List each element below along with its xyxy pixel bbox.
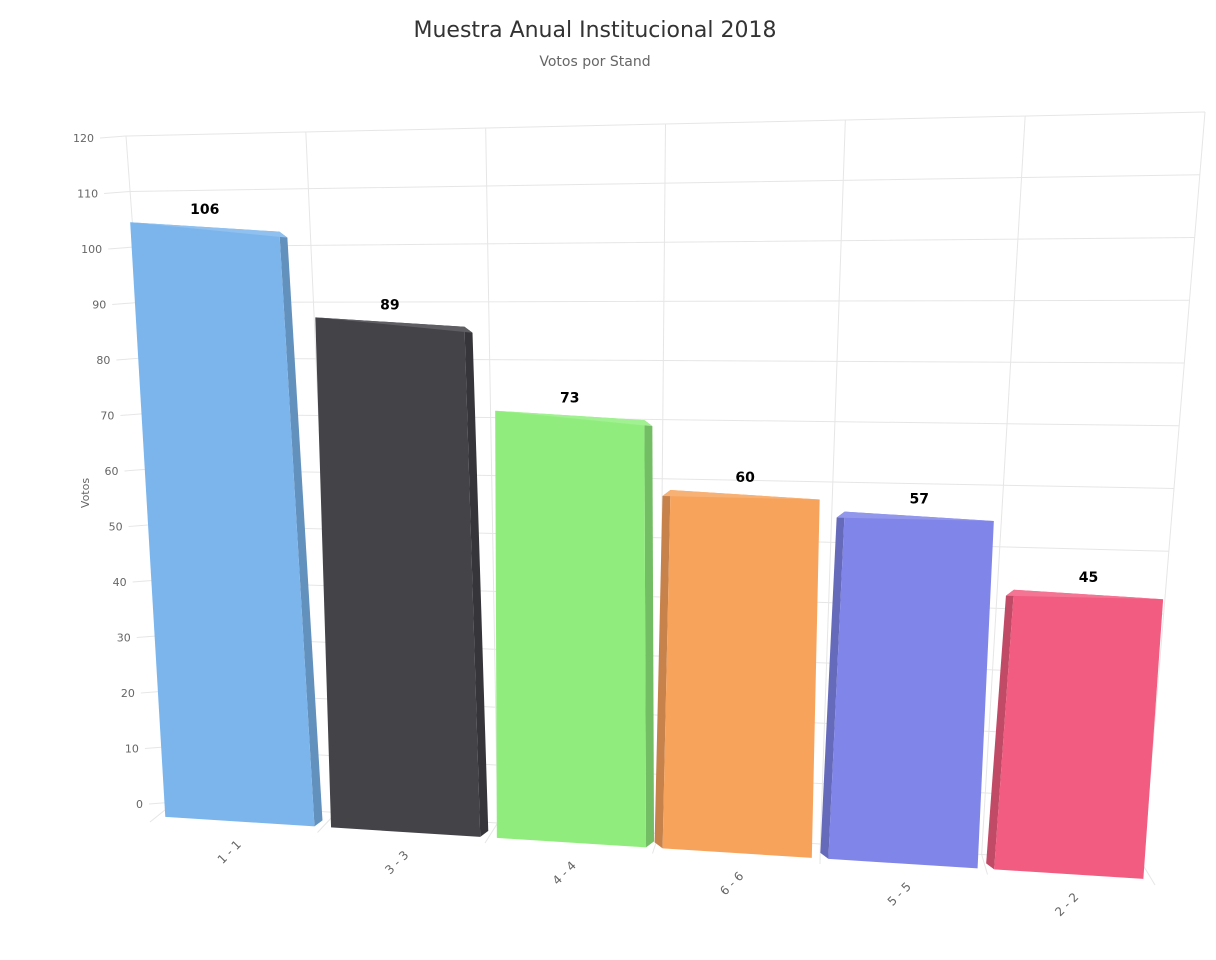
grid-line [981,115,1026,875]
y-axis-title: Votos [79,478,92,508]
x-tick-label: 2 - 2 [1052,890,1081,919]
y-tick-label: 90 [92,299,106,312]
bars [130,222,1164,879]
bar-front-face [130,222,315,827]
bar-2[interactable] [315,317,489,837]
y-tick-label: 70 [100,410,114,423]
bar-top-face [495,410,653,427]
bar-side-face [279,231,323,827]
bar-1[interactable] [130,222,323,827]
data-labels: 106 89 73 60 57 45 [190,202,1098,586]
bar-top-face [662,490,820,500]
y-tick-label: 50 [109,521,123,534]
bar-top-face [836,511,994,522]
bar-front-face [315,317,481,837]
grid-line [104,174,1200,194]
bar-6[interactable] [986,589,1164,879]
y-tick-label: 10 [125,743,139,756]
bar-side-face [654,490,671,849]
bar-5[interactable] [820,511,994,869]
y-tick-label: 20 [121,687,135,700]
y-tick-label: 60 [105,465,119,478]
bar-side-face [986,589,1014,870]
data-label: 106 [190,202,219,218]
bar-side-face [464,326,489,837]
y-tick-label: 100 [81,243,102,256]
bar-top-face [315,317,473,333]
bar-4[interactable] [654,490,820,858]
bar-3[interactable] [495,410,655,848]
bar-front-face [994,589,1164,879]
y-tick-label: 110 [77,188,98,201]
y-tick-label: 0 [136,798,143,811]
chart-subtitle: Votos por Stand [539,54,651,70]
x-tick-label: 4 - 4 [550,858,579,887]
y-tick-label: 30 [117,632,131,645]
bar-side-face [644,420,655,848]
x-tick-label: 3 - 3 [382,848,411,877]
grid-line [819,119,846,865]
bar-front-face [495,410,647,848]
x-tick-label: 6 - 6 [717,869,746,898]
x-tick-label: 5 - 5 [885,879,914,908]
y-tick-label: 80 [96,354,110,367]
grid-line [99,111,1206,139]
grid-line [1142,111,1206,886]
data-label: 57 [910,492,929,508]
x-tick-label: 1 - 1 [215,837,244,866]
y-tick-label: 40 [113,576,127,589]
bar-top-face [130,222,288,238]
data-label: 89 [380,297,399,313]
bar-front-face [662,490,820,858]
bar-side-face [820,511,845,859]
data-label: 45 [1079,570,1098,586]
y-tick-label: 120 [73,132,94,145]
data-label: 60 [735,470,755,486]
chart-title: Muestra Anual Institucional 2018 [413,18,777,43]
y-axis: 0 10 20 30 40 50 60 70 80 90 100 110 120 [73,132,143,811]
bar-top-face [1005,589,1164,600]
data-label: 73 [560,391,579,407]
bar-front-face [828,511,994,869]
